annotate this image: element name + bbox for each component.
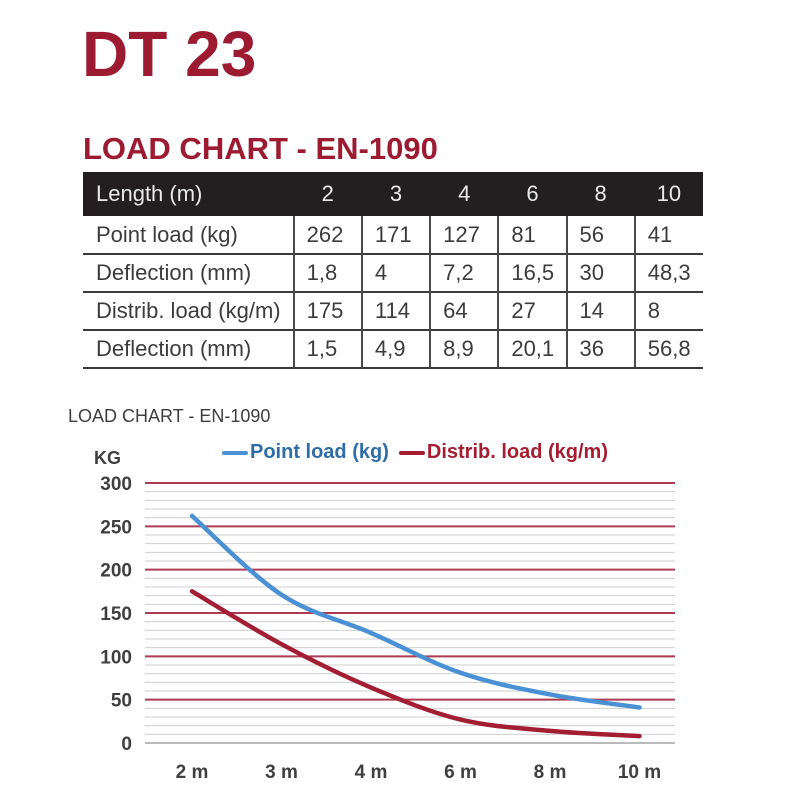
y-tick-label: 50 xyxy=(111,691,132,712)
row-label-cell: Deflection (mm) xyxy=(83,329,294,369)
product-title: DT 23 xyxy=(82,18,257,90)
value-cell: 1,8 xyxy=(292,253,362,292)
row-label-cell: Deflection (mm) xyxy=(83,253,294,292)
table-row: Deflection (mm) 1,5 4,9 8,9 20,1 36 56,8 xyxy=(83,329,703,369)
value-cell: 171 xyxy=(360,216,431,254)
value-cell: 262 xyxy=(292,216,362,254)
value-cell: 48,3 xyxy=(633,253,703,292)
y-tick-label: 100 xyxy=(100,647,132,668)
table-header-length-4: 4 xyxy=(458,181,471,206)
x-tick-label: 3 m xyxy=(265,762,298,783)
table-head: Length (m) 2 3 4 6 8 10 xyxy=(83,172,703,216)
table-header-length-6: 6 xyxy=(526,181,539,206)
legend-label-point-load: Point load (kg) xyxy=(249,441,389,463)
value-cell: 127 xyxy=(429,216,499,254)
y-tick-label: 0 xyxy=(121,734,132,755)
value-cell: 14 xyxy=(565,291,635,330)
table-row: Point load (kg) 262 171 127 81 56 41 xyxy=(83,216,703,254)
y-tick-label: 250 xyxy=(100,517,132,538)
value-cell: 16,5 xyxy=(497,253,567,292)
table-header-length-8: 8 xyxy=(594,181,607,206)
value-cell: 41 xyxy=(633,216,703,254)
table-body: Point load (kg) 262 171 127 81 56 41 Deflection… xyxy=(83,216,703,369)
y-tick-label: 200 xyxy=(100,561,132,582)
x-tick-label: 2 m xyxy=(176,762,209,783)
distrib-load-line-swatch xyxy=(398,450,425,455)
table-header-length-2: 2 xyxy=(321,181,334,206)
value-cell: 1,5 xyxy=(292,329,362,369)
x-tick-label: 8 m xyxy=(534,762,567,783)
table-header-length-10: 10 xyxy=(656,181,682,206)
table-header-row: Length (m) 2 3 4 6 8 10 xyxy=(83,172,703,216)
value-cell: 8,9 xyxy=(429,329,499,369)
value-cell: 30 xyxy=(565,253,635,292)
value-cell: 8 xyxy=(633,291,703,330)
value-cell: 7,2 xyxy=(429,253,499,292)
value-cell: 175 xyxy=(292,291,362,330)
value-cell: 56 xyxy=(565,216,635,254)
table-header-length-3: 3 xyxy=(389,181,403,206)
chart-y-axis-unit-label: KG xyxy=(94,448,121,468)
load-chart-table: Length (m) 2 3 4 6 8 10 Point load (kg) 262 171 1… xyxy=(83,172,703,369)
row-label-cell: Point load (kg) xyxy=(96,221,238,247)
point-load-line-swatch xyxy=(221,450,248,455)
x-tick-label: 6 m xyxy=(444,762,477,783)
table-header-label: Length (m) xyxy=(96,181,203,206)
value-cell: 56,8 xyxy=(633,329,703,369)
table-row: Deflection (mm) 1,8 4 7,2 16,5 30 48,3 xyxy=(83,253,703,292)
load-chart-svg: 0 50 100 150 200 250 300 2 m 3 m 4 m 6 m 8 m 10 m xyxy=(100,474,675,783)
legend-item-point-load: Point load (kg) xyxy=(221,441,389,464)
y-tick-label: 150 xyxy=(100,604,132,625)
section-heading: LOAD CHART - EN-1090 xyxy=(83,131,438,166)
value-cell: 81 xyxy=(497,216,567,254)
row-label-cell: Distrib. load (kg/m) xyxy=(83,291,294,330)
value-cell: 27 xyxy=(497,291,567,330)
value-cell: 20,1 xyxy=(497,329,567,369)
x-tick-label: 10 m xyxy=(618,762,661,783)
value-cell: 4,9 xyxy=(360,329,431,369)
value-cell: 4 xyxy=(360,253,431,292)
series-line-point-load-kg xyxy=(189,513,642,710)
value-cell: 64 xyxy=(429,291,499,330)
value-cell: 36 xyxy=(565,329,635,369)
value-cell: 114 xyxy=(360,291,431,330)
x-tick-label: 4 m xyxy=(355,762,388,783)
load-table-wrap: Length (m) 2 3 4 6 8 10 Point load (kg) 262 171 1… xyxy=(83,172,703,369)
chart-legend: Point load (kg) Distrib. load (kg/m) xyxy=(150,441,680,464)
legend-label-distrib-load: Distrib. load (kg/m) xyxy=(426,441,608,463)
y-tick-label: 300 xyxy=(100,474,132,495)
table-row: Distrib. load (kg/m) 175 114 64 27 14 8 xyxy=(83,291,703,330)
legend-item-distrib-load: Distrib. load (kg/m) xyxy=(398,441,608,464)
chart-title: LOAD CHART - EN-1090 xyxy=(68,406,271,426)
series-line-distrib-load-kg-m xyxy=(189,589,642,739)
